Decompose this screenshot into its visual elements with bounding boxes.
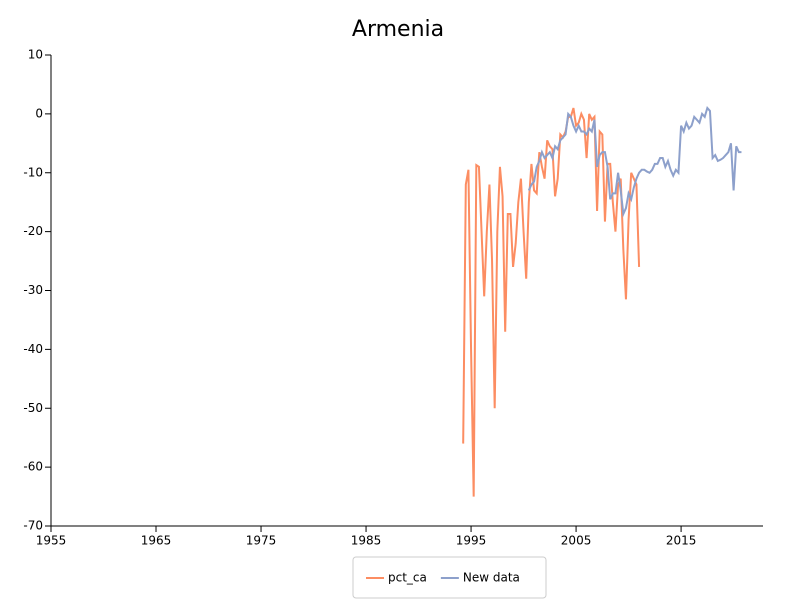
y-tick-label: -10 xyxy=(23,165,43,179)
y-tick-label: -30 xyxy=(23,283,43,297)
x-tick-label: 1975 xyxy=(246,534,277,548)
x-tick-label: 2015 xyxy=(666,534,697,548)
legend-label: New data xyxy=(463,571,520,585)
chart-title: Armenia xyxy=(352,17,444,42)
x-tick-label: 2005 xyxy=(561,534,592,548)
x-tick-label: 1985 xyxy=(351,534,382,548)
y-tick-label: -70 xyxy=(23,519,43,533)
x-tick-label: 1955 xyxy=(36,534,67,548)
series-line xyxy=(462,107,641,497)
y-tick-label: -60 xyxy=(23,460,43,474)
y-tick-label: -40 xyxy=(23,342,43,356)
x-tick-label: 1995 xyxy=(456,534,487,548)
legend-label: pct_ca xyxy=(388,571,427,585)
x-tick-label: 1965 xyxy=(141,534,172,548)
y-tick-label: -20 xyxy=(23,224,43,238)
y-tick-label: 0 xyxy=(35,106,43,120)
y-tick-label: -50 xyxy=(23,401,43,415)
y-tick-label: 10 xyxy=(28,48,43,62)
series-line xyxy=(527,105,742,218)
